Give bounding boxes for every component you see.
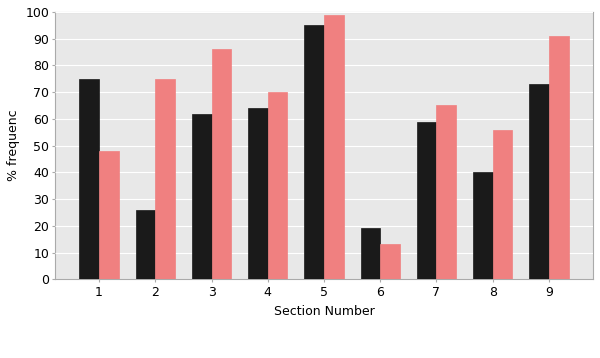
Bar [473, 172, 493, 279]
X-axis label: Section Number: Section Number [274, 305, 374, 318]
Bar [529, 84, 549, 279]
Bar [268, 92, 287, 279]
Bar [380, 245, 400, 279]
Bar [436, 106, 456, 279]
Bar [99, 151, 119, 279]
Bar [493, 130, 512, 279]
Bar [304, 25, 324, 279]
Bar [324, 15, 344, 279]
Bar [79, 79, 99, 279]
Bar [155, 79, 175, 279]
Y-axis label: % frequenc: % frequenc [7, 110, 20, 182]
Bar [192, 113, 212, 279]
Bar [212, 49, 231, 279]
Bar [549, 36, 569, 279]
Bar [361, 228, 380, 279]
Bar [136, 210, 155, 279]
Bar [248, 108, 268, 279]
Bar [417, 121, 436, 279]
